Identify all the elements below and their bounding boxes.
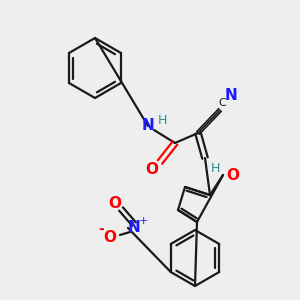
Text: H: H: [157, 113, 167, 127]
Text: H: H: [210, 161, 220, 175]
Text: C: C: [218, 98, 226, 108]
Text: O: O: [146, 163, 158, 178]
Text: O: O: [226, 167, 239, 182]
Text: N: N: [128, 220, 140, 236]
Text: O: O: [103, 230, 116, 244]
Text: -: -: [98, 222, 104, 236]
Text: N: N: [142, 118, 154, 134]
Text: +: +: [138, 216, 148, 226]
Text: N: N: [225, 88, 237, 104]
Text: O: O: [109, 196, 122, 211]
